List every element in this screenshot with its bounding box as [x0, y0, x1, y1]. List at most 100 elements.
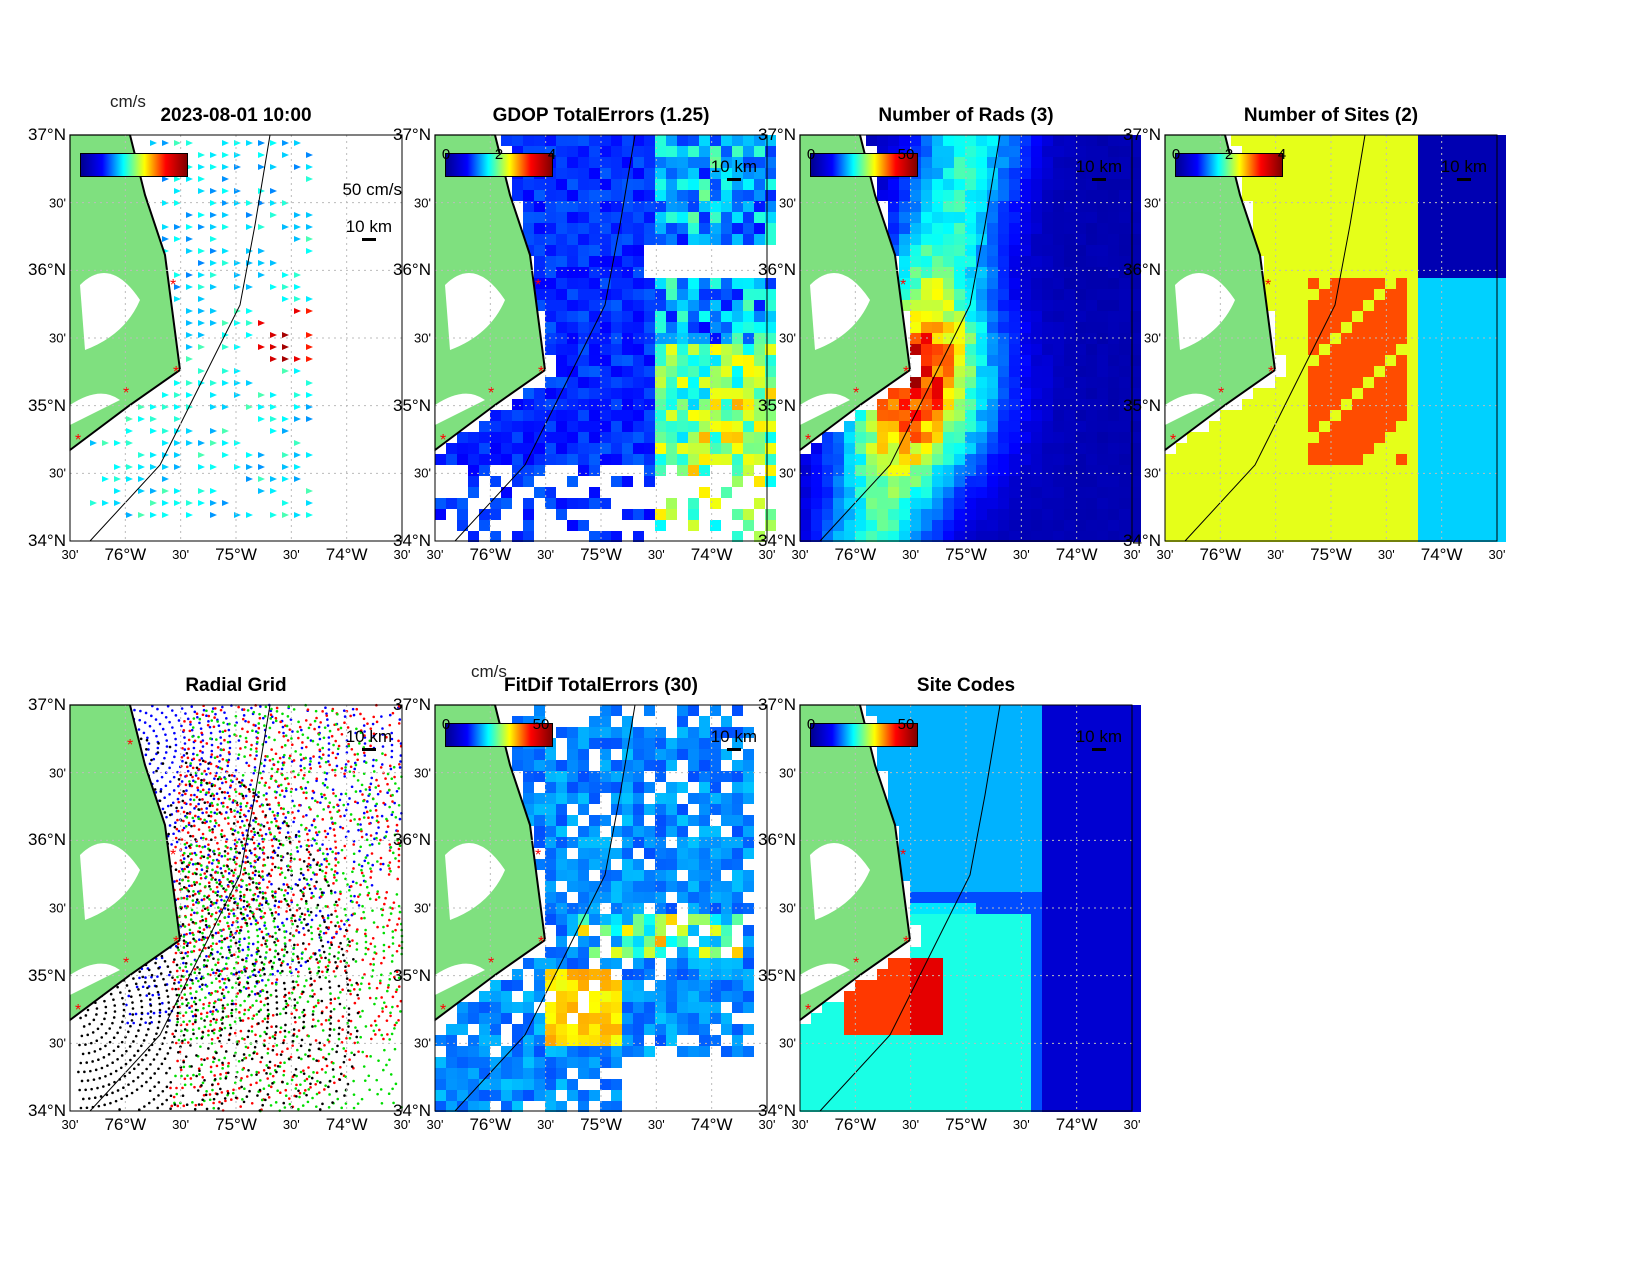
radial-grid-point — [326, 724, 330, 727]
radial-grid-point — [139, 709, 142, 713]
radial-grid-point — [274, 796, 278, 799]
radial-grid-point — [291, 811, 294, 814]
heatmap-cell — [1363, 278, 1374, 289]
heatmap-cell — [754, 366, 765, 377]
heatmap-cell — [1484, 454, 1495, 465]
heatmap-cell — [688, 223, 699, 234]
radial-grid-point — [214, 911, 218, 915]
radial-grid-point — [227, 1061, 230, 1065]
heatmap-cell — [523, 179, 534, 190]
heatmap-cell — [1319, 245, 1330, 256]
radial-grid-point — [312, 819, 316, 823]
heatmap-cell — [1407, 300, 1418, 311]
heatmap-cell — [743, 344, 754, 355]
radial-grid-point — [315, 873, 318, 876]
radial-grid-point — [230, 923, 234, 927]
heatmap-cell — [1053, 520, 1064, 531]
radial-grid-point — [215, 1064, 219, 1068]
heatmap-cell — [1286, 344, 1297, 355]
radial-grid-point — [262, 852, 266, 855]
heatmap-cell — [567, 179, 578, 190]
radial-grid-point — [204, 996, 207, 999]
radial-grid-point — [217, 931, 220, 935]
radial-grid-point — [138, 976, 141, 980]
heatmap-cell — [567, 421, 578, 432]
radial-grid-point — [240, 885, 243, 888]
heatmap-cell — [1440, 234, 1451, 245]
radial-grid-point — [310, 891, 314, 895]
radial-grid-point — [211, 942, 215, 945]
heatmap-cell — [987, 267, 998, 278]
heatmap-cell — [754, 410, 765, 421]
heatmap-cell — [578, 267, 589, 278]
heatmap-cell — [1341, 311, 1352, 322]
heatmap-cell — [943, 454, 954, 465]
radial-grid-point — [363, 736, 367, 739]
radial-grid-point — [239, 1105, 242, 1108]
radial-grid-point — [274, 716, 278, 720]
heatmap-cell — [1319, 498, 1330, 509]
heatmap-cell — [954, 421, 965, 432]
radial-grid-point — [205, 773, 208, 776]
heatmap-cell — [1440, 212, 1451, 223]
radial-grid-point — [307, 1066, 310, 1069]
heatmap-cell — [1297, 388, 1308, 399]
heatmap-cell — [1407, 487, 1418, 498]
heatmap-cell — [1462, 454, 1473, 465]
bathymetry-contour — [89, 134, 271, 542]
heatmap-cell — [1119, 201, 1130, 212]
heatmap-cell — [1330, 234, 1341, 245]
heatmap-cell — [479, 465, 490, 476]
heatmap-cell — [998, 355, 1009, 366]
heatmap-cell — [743, 300, 754, 311]
radial-grid-point — [183, 742, 187, 745]
heatmap-cell — [1130, 465, 1141, 476]
heatmap-cell — [1396, 157, 1407, 168]
heatmap-cell — [943, 487, 954, 498]
heatmap-cell — [976, 498, 987, 509]
radial-grid-point — [245, 959, 248, 963]
radial-grid-point — [353, 894, 356, 898]
heatmap-cell — [688, 498, 699, 509]
heatmap-cell — [899, 212, 910, 223]
radial-grid-point — [254, 919, 258, 922]
heatmap-cell — [1053, 399, 1064, 410]
radial-grid-point — [212, 1001, 216, 1005]
radial-grid-point — [331, 788, 335, 791]
heatmap-cell — [567, 168, 578, 179]
radial-grid-point — [261, 840, 265, 843]
heatmap-cell — [899, 432, 910, 443]
heatmap-cell — [677, 432, 688, 443]
heatmap-cell — [589, 300, 600, 311]
heatmap-cell — [1242, 454, 1253, 465]
heatmap-cell — [965, 509, 976, 520]
radial-grid-point — [343, 775, 346, 778]
radial-grid-point — [175, 840, 179, 844]
heatmap-cell — [1253, 498, 1264, 509]
radial-grid-point — [245, 883, 248, 887]
radial-grid-point — [236, 955, 240, 959]
heatmap-cell — [1064, 256, 1075, 267]
heatmap-cell — [1064, 399, 1075, 410]
radial-grid-point — [237, 739, 241, 742]
heatmap-cell — [589, 157, 600, 168]
current-vector — [198, 188, 205, 194]
current-vector — [150, 512, 157, 518]
radial-grid-point — [183, 720, 186, 723]
heatmap-cell — [589, 333, 600, 344]
radial-grid-point — [144, 1021, 147, 1024]
heatmap-cell — [899, 454, 910, 465]
heatmap-cell — [910, 465, 921, 476]
heatmap-cell — [677, 289, 688, 300]
heatmap-cell — [622, 421, 633, 432]
heatmap-cell — [1396, 344, 1407, 355]
heatmap-cell — [877, 476, 888, 487]
heatmap-cell — [910, 410, 921, 421]
sound-water — [70, 393, 120, 425]
current-vector — [282, 152, 289, 158]
radial-grid-point — [321, 818, 325, 821]
heatmap-cell — [998, 322, 1009, 333]
heatmap-cell — [1319, 201, 1330, 212]
heatmap-cell — [1484, 212, 1495, 223]
radial-grid-point — [217, 824, 221, 827]
